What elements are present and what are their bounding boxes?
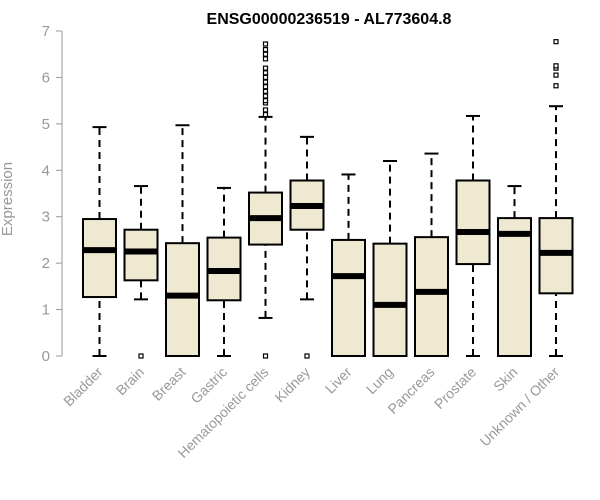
- outlier-point: [262, 74, 269, 81]
- y-tick-label: 3: [42, 209, 50, 226]
- box-brain: [123, 185, 159, 359]
- outlier-point: [262, 107, 269, 113]
- boxes-group: [82, 39, 574, 359]
- outlier-point: [262, 88, 269, 94]
- x-tick-label: Brain: [113, 364, 147, 398]
- y-axis-label: Expression: [0, 162, 16, 236]
- x-tick-label: Breast: [149, 364, 189, 404]
- outlier-point: [262, 111, 269, 118]
- outlier-point: [262, 70, 269, 76]
- outlier-point: [262, 93, 269, 99]
- box-skin: [497, 185, 532, 357]
- outlier-point: [262, 98, 269, 104]
- x-tick-label: Skin: [490, 364, 521, 395]
- chart-title: ENSG00000236519 - AL773604.8: [207, 11, 452, 28]
- outlier-point: [262, 56, 269, 62]
- box-liver: [331, 173, 366, 357]
- outlier-point: [304, 353, 310, 359]
- y-tick-label: 4: [42, 162, 50, 179]
- x-tick-label: Bladder: [60, 364, 106, 410]
- y-tick-label: 5: [42, 116, 50, 133]
- box-pancreas: [414, 152, 449, 357]
- box-kidney: [289, 135, 325, 359]
- y-tick-label: 7: [42, 23, 50, 40]
- y-tick-label: 1: [42, 302, 50, 319]
- y-axis: 0 1 2 3 4 5 6 7: [42, 23, 63, 365]
- outlier-point: [262, 51, 269, 57]
- outlier-point: [553, 39, 559, 45]
- outlier-point: [262, 65, 269, 71]
- iqr-box: [123, 228, 159, 282]
- outlier-point: [553, 63, 559, 69]
- outlier-point: [262, 84, 269, 90]
- outlier-point: [262, 79, 269, 85]
- x-tick-label: Kidney: [272, 364, 314, 406]
- iqr-box: [331, 238, 366, 357]
- x-tick-label: Unknown / Other: [477, 364, 563, 450]
- box-bladder: [82, 126, 117, 357]
- y-tick-label: 0: [42, 348, 50, 365]
- y-tick-label: 2: [42, 255, 50, 272]
- box-unknown-other: [538, 39, 574, 357]
- x-tick-label: Lung: [363, 364, 396, 397]
- box-prostate: [455, 114, 491, 357]
- iqr-box: [455, 179, 491, 266]
- outlier-point: [553, 72, 559, 78]
- outlier-point: [553, 83, 559, 89]
- outlier-point: [262, 46, 269, 53]
- box-gastric: [206, 186, 242, 357]
- x-tick-label: Liver: [322, 364, 355, 397]
- outlier-point: [138, 353, 144, 359]
- iqr-box: [165, 242, 200, 357]
- box-hematopoietic-cells: [248, 41, 283, 359]
- box-breast: [165, 124, 200, 357]
- outlier-point: [262, 353, 269, 359]
- x-tick-label: Prostate: [431, 364, 479, 412]
- iqr-box: [82, 218, 117, 299]
- iqr-box: [372, 242, 408, 357]
- iqr-box: [414, 236, 449, 357]
- iqr-box: [497, 217, 532, 357]
- outlier-point: [262, 41, 269, 47]
- box-lung: [372, 160, 408, 357]
- y-tick-label: 6: [42, 69, 50, 86]
